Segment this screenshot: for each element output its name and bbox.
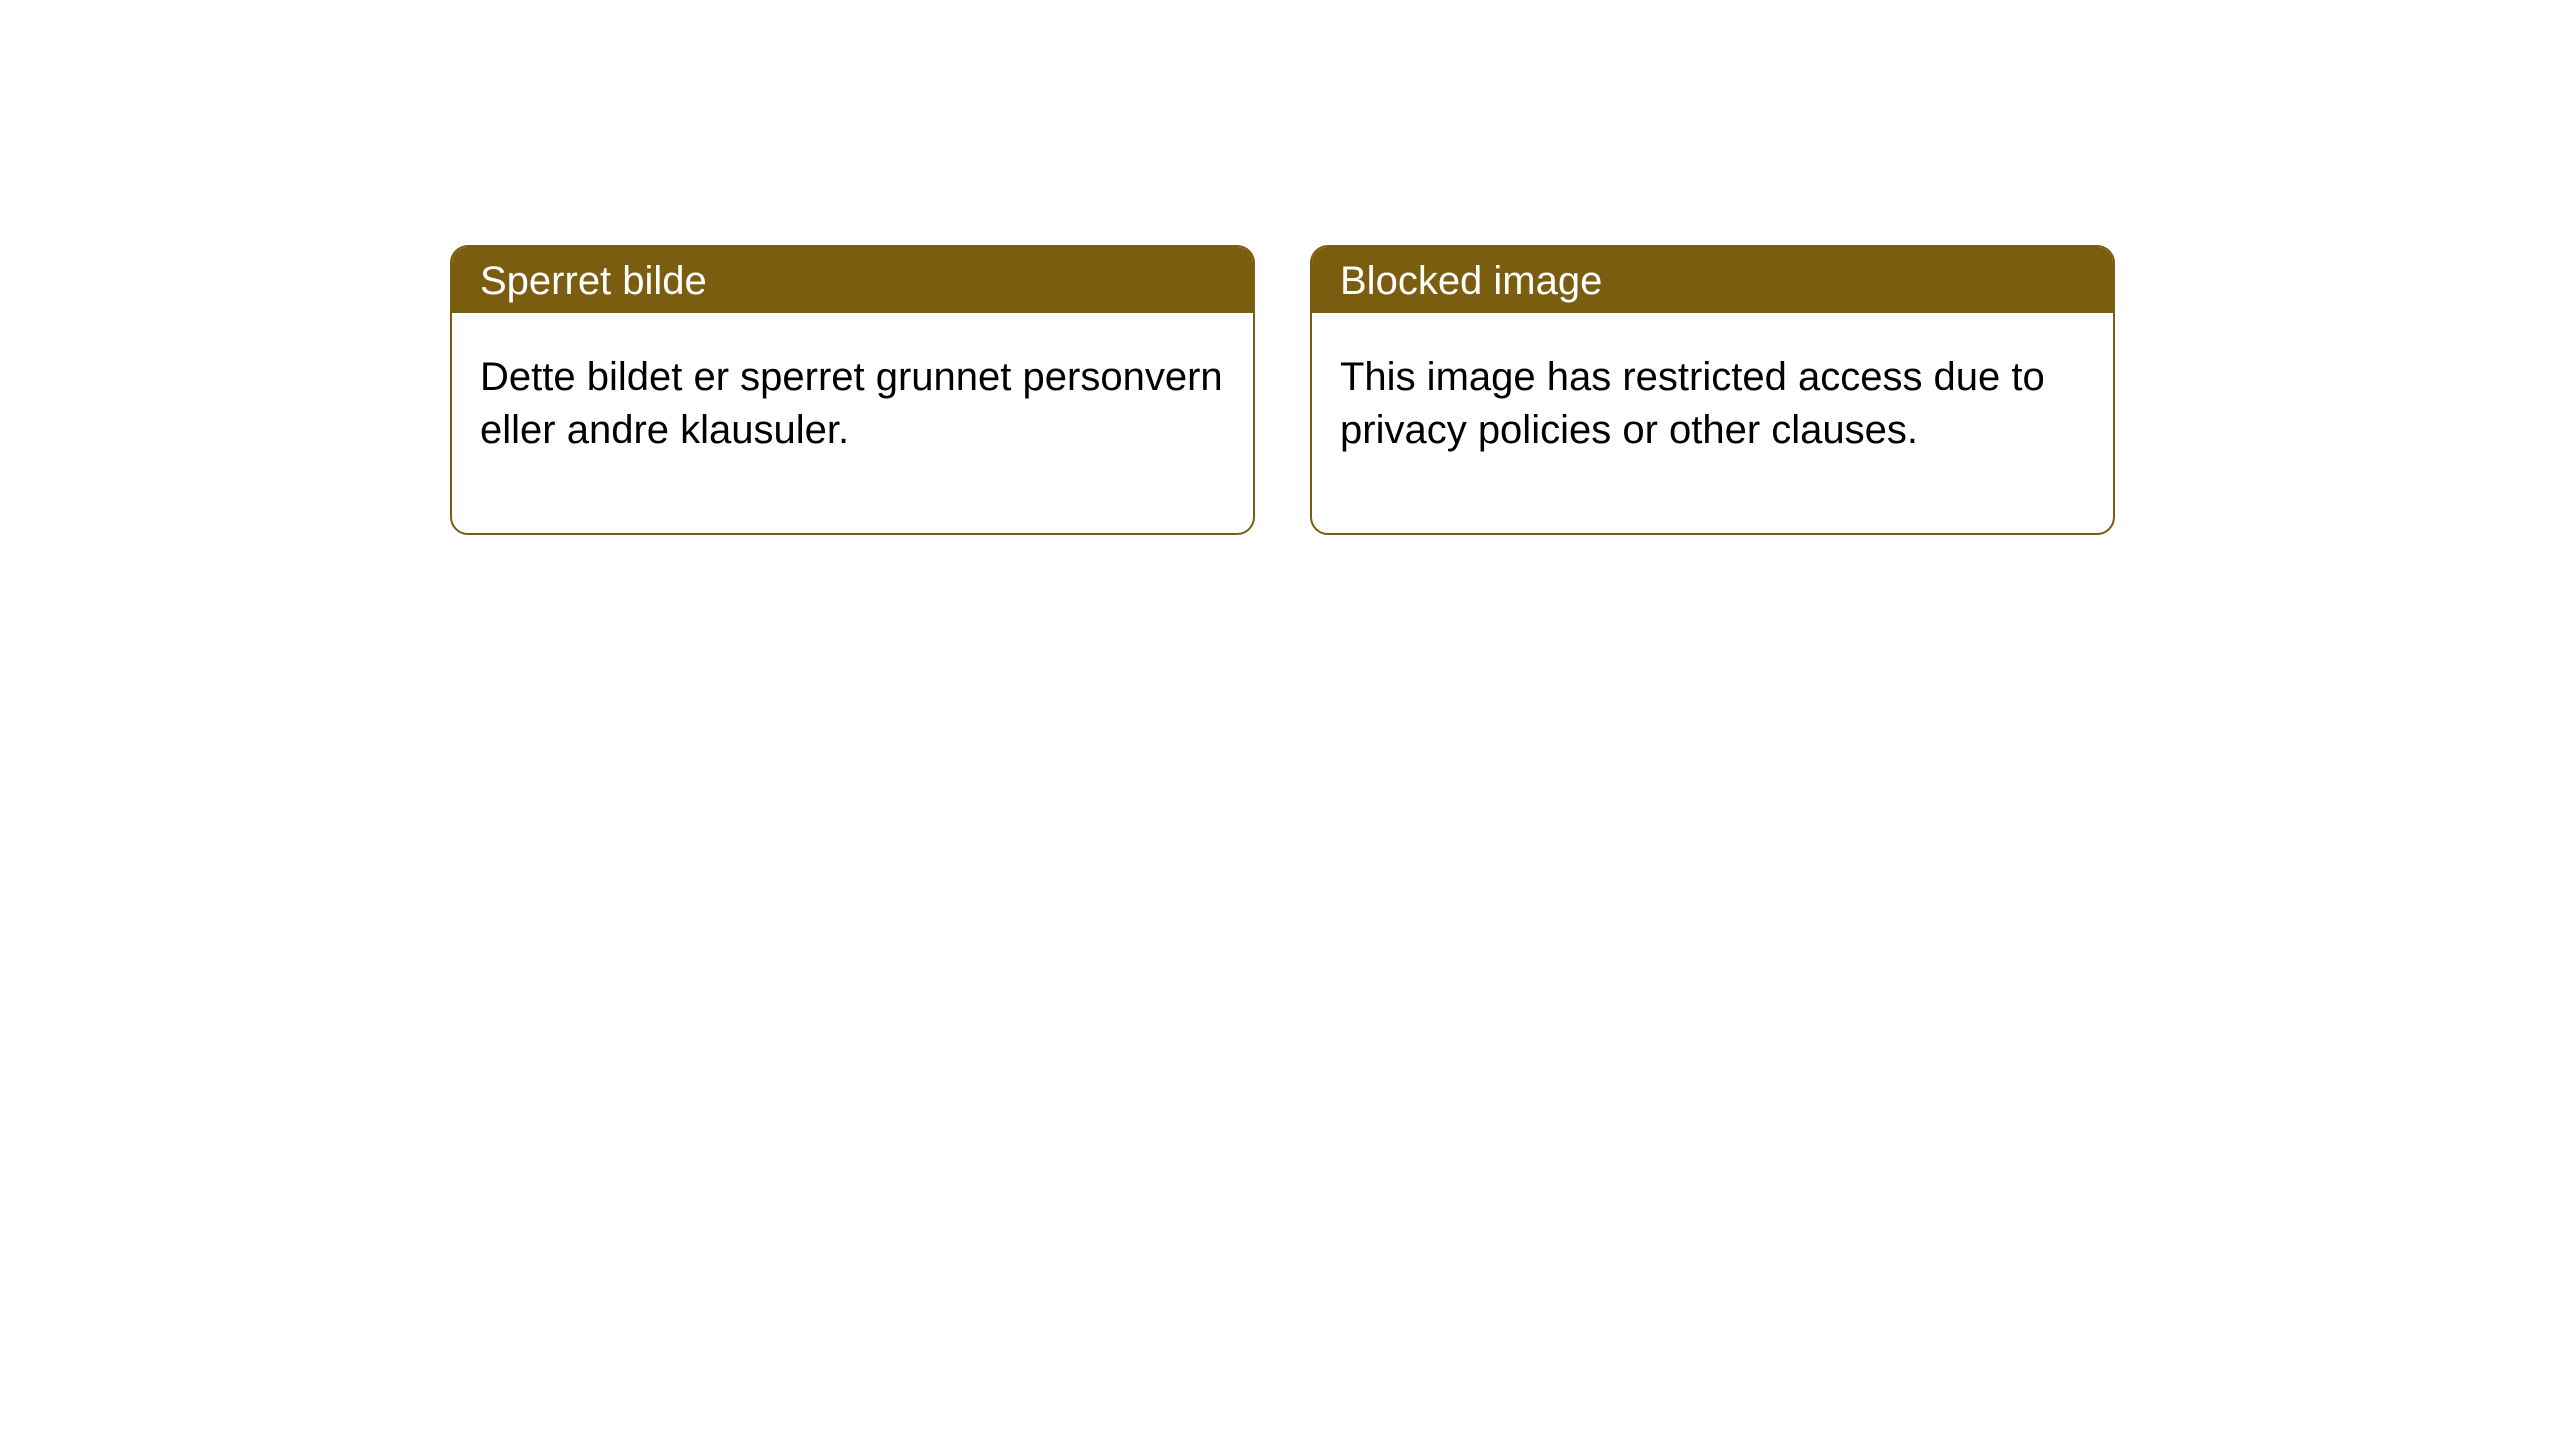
notice-cards-container: Sperret bilde Dette bildet er sperret gr… — [450, 245, 2560, 535]
notice-card-header: Sperret bilde — [452, 247, 1253, 313]
notice-card-header: Blocked image — [1312, 247, 2113, 313]
notice-card-norwegian: Sperret bilde Dette bildet er sperret gr… — [450, 245, 1255, 535]
notice-card-english: Blocked image This image has restricted … — [1310, 245, 2115, 535]
notice-card-body: This image has restricted access due to … — [1312, 313, 2113, 533]
notice-card-body: Dette bildet er sperret grunnet personve… — [452, 313, 1253, 533]
